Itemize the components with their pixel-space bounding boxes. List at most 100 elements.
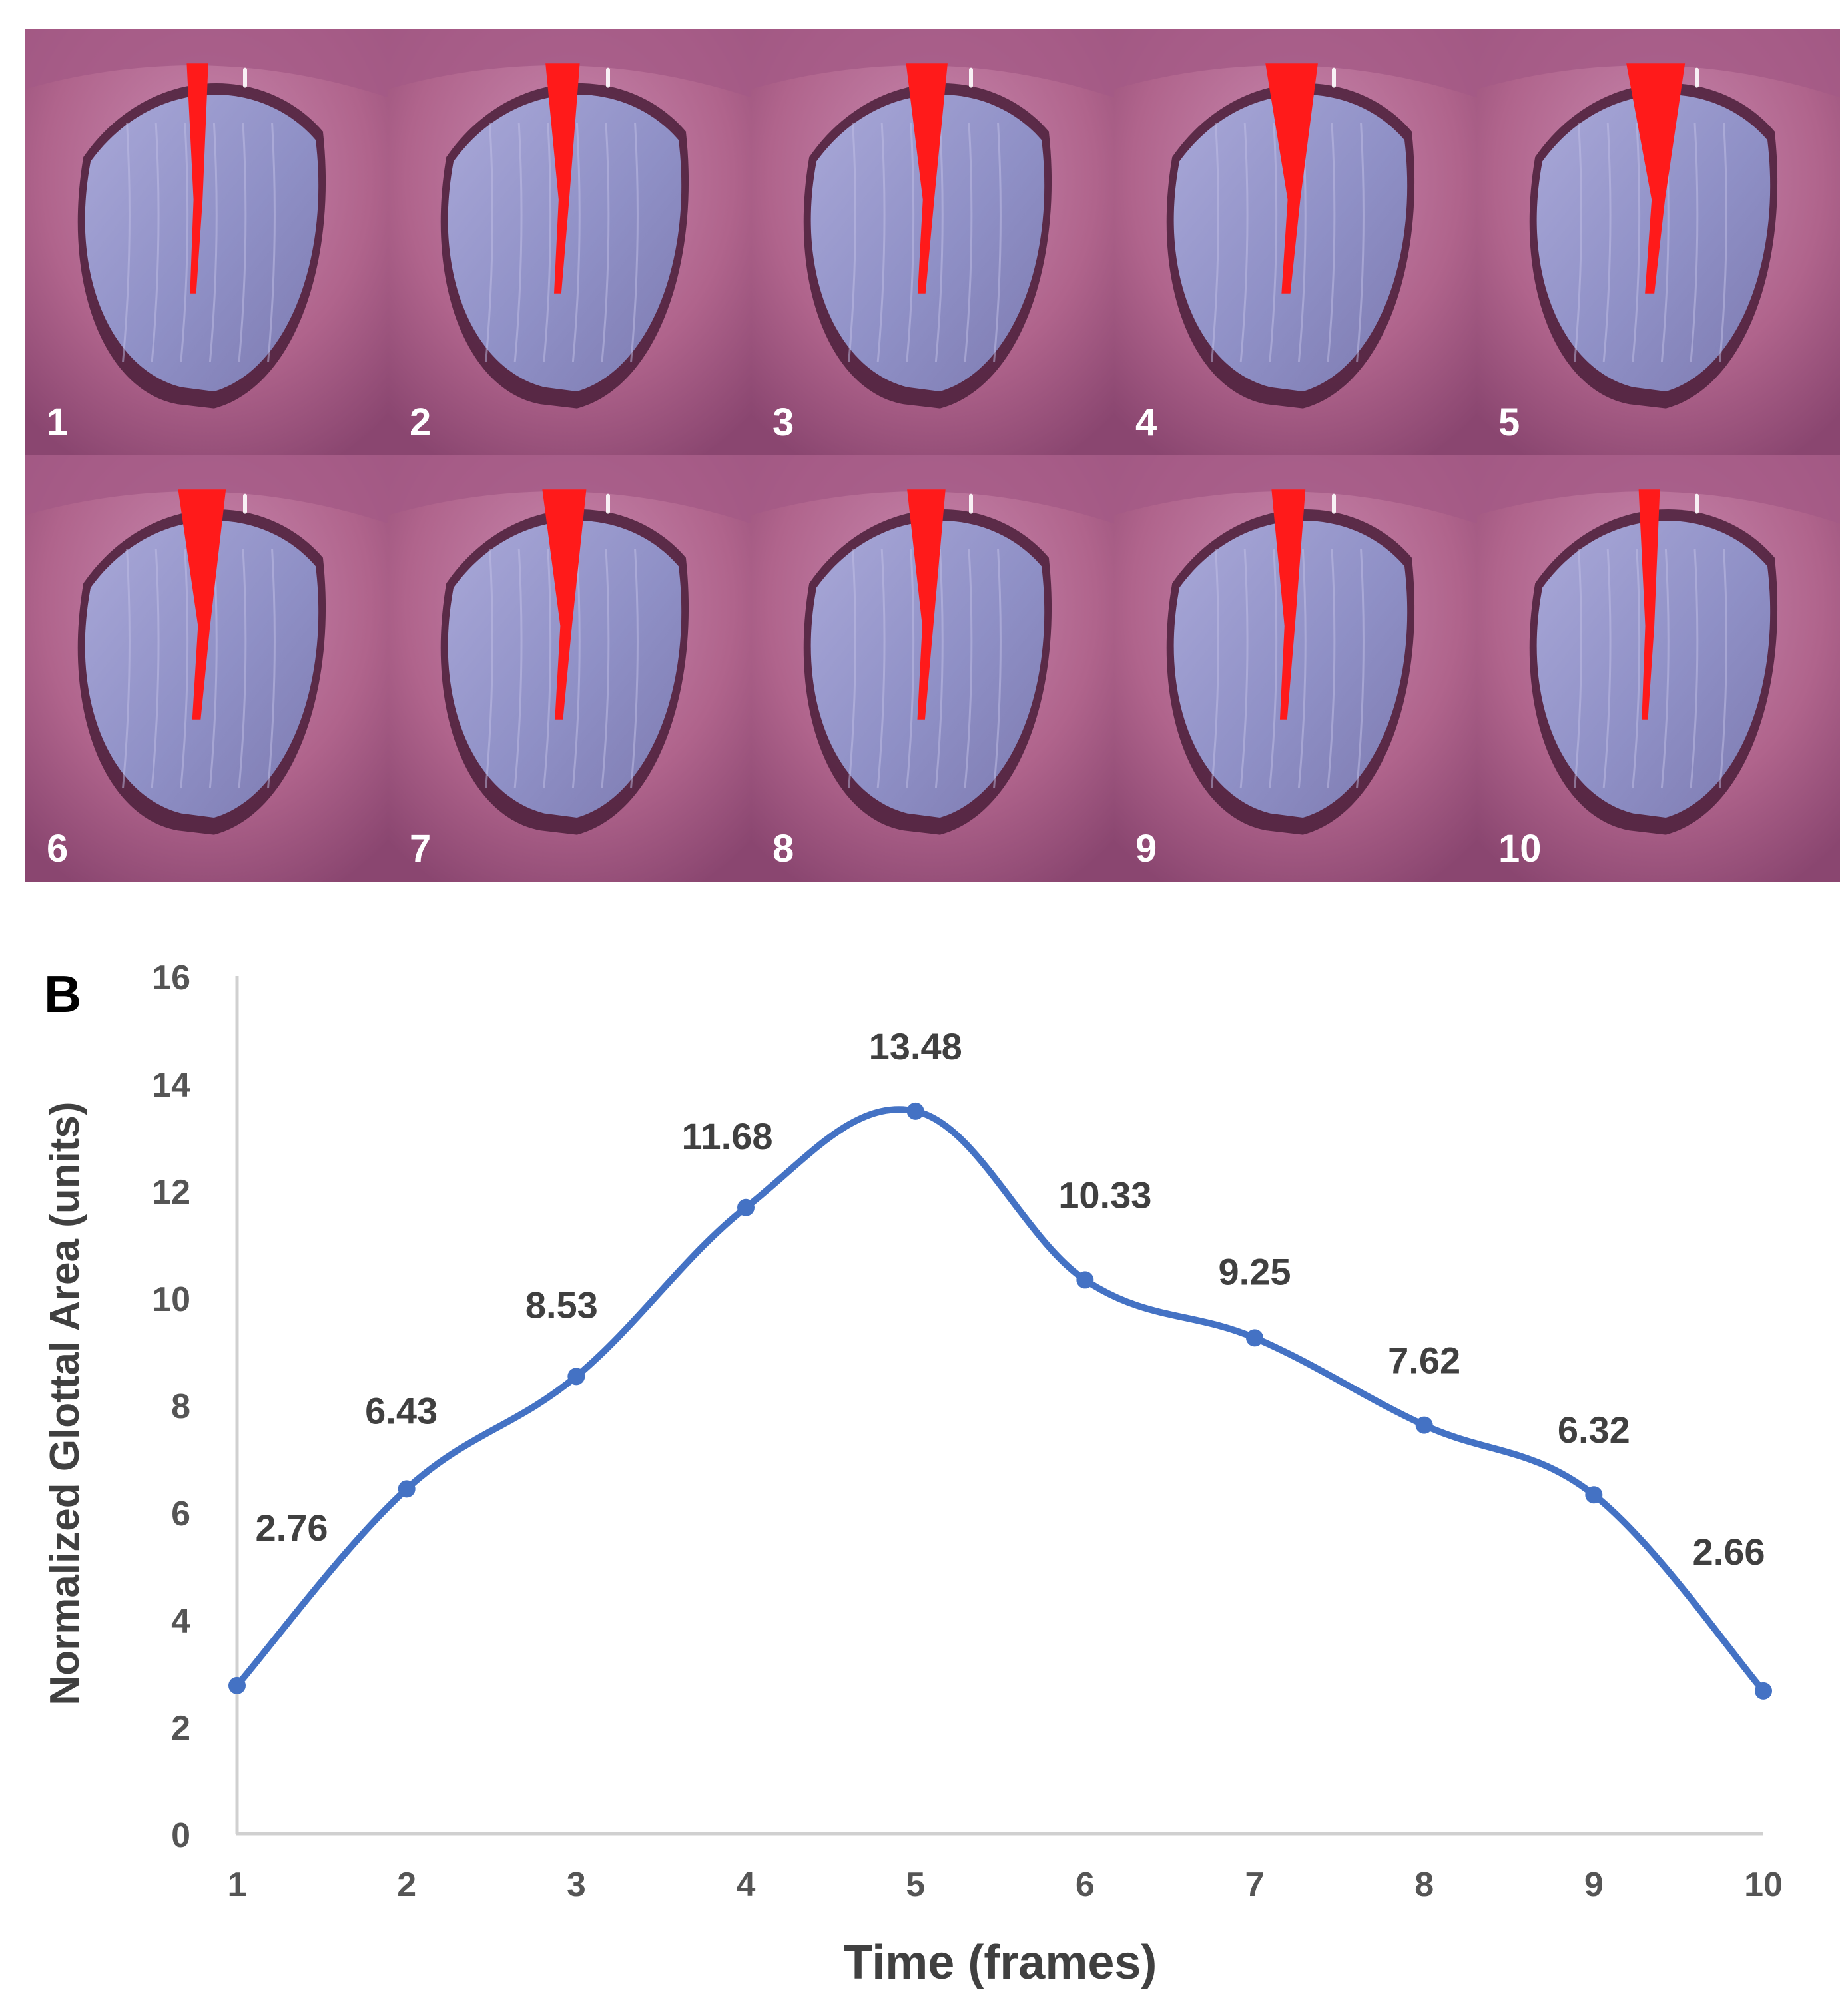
data-label: 11.68: [681, 1115, 772, 1157]
x-tick-label: 3: [567, 1866, 586, 1904]
fold-striation: [1602, 549, 1612, 788]
fold-striation: [906, 549, 915, 788]
fold-striation: [1574, 549, 1582, 788]
fold-striation: [934, 549, 944, 788]
glottis-opening: [1626, 63, 1686, 294]
fold-striation: [1660, 549, 1670, 788]
fold-striation: [485, 123, 493, 362]
y-tick-label: 10: [152, 1280, 190, 1319]
series-line-glottal-area: [234, 1106, 1767, 1694]
fold-striation: [1719, 549, 1727, 788]
glottis-opening: [907, 489, 946, 720]
upper-tissue-fold: [751, 29, 1114, 98]
specular-glint: [969, 67, 973, 88]
fold-striation: [1327, 549, 1336, 788]
fold-striation: [208, 549, 218, 788]
x-tick-labels: 1 2 3 4 5 6 7 8 9 10: [228, 1866, 1783, 1904]
frame-number: 4: [1135, 401, 1157, 444]
glottis-opening: [906, 63, 948, 294]
fold-striation: [1719, 123, 1727, 362]
frame-tiles: 1 2 3 4 5 6 7 8 9 10: [25, 29, 1840, 882]
y-tick-label: 8: [171, 1387, 190, 1426]
x-tick-label: 4: [737, 1866, 756, 1904]
fold-striation: [571, 123, 581, 362]
fold-striation: [601, 549, 610, 788]
upper-tissue-fold: [25, 29, 388, 98]
data-label: 9.25: [1219, 1250, 1291, 1292]
frame-tile: 9: [1114, 455, 1477, 882]
fold-striation: [1632, 549, 1641, 788]
fold-striation: [485, 549, 493, 788]
fold-striation: [543, 549, 552, 788]
specular-glint: [969, 493, 973, 514]
data-label: 7.62: [1388, 1340, 1460, 1382]
x-tick-label: 5: [906, 1866, 925, 1904]
y-tick-label: 14: [152, 1066, 190, 1105]
data-label: 13.48: [869, 1025, 962, 1067]
upper-tissue-fold: [1477, 29, 1840, 98]
frame-number: 10: [1498, 827, 1542, 870]
fold-striation: [122, 123, 131, 362]
fold-striation: [1239, 549, 1249, 788]
upper-tissue-fold: [388, 29, 751, 98]
fold-striation: [964, 123, 973, 362]
frame-number: 7: [410, 827, 431, 870]
fold-striation: [906, 123, 915, 362]
frame-number: 6: [47, 827, 68, 870]
frame-number: 2: [410, 401, 431, 444]
data-point: [737, 1198, 755, 1216]
specular-glint: [1332, 493, 1336, 514]
fold-striation: [934, 123, 944, 362]
data-point: [1415, 1416, 1433, 1434]
x-tick-label: 9: [1584, 1866, 1604, 1904]
glottis-opening: [1638, 489, 1660, 720]
glottis-opening: [186, 63, 208, 294]
x-tick-label: 10: [1744, 1866, 1783, 1904]
fold-striation: [1356, 123, 1365, 362]
fold-striation: [571, 549, 581, 788]
fold-striation: [180, 123, 189, 362]
glottis-opening: [545, 63, 580, 294]
data-label: 8.53: [525, 1284, 598, 1326]
fold-striation: [1690, 549, 1699, 788]
fold-striation: [1239, 123, 1249, 362]
series-markers: [228, 1102, 1772, 1700]
y-tick-labels: 0 2 4 6 8 10 12 14 16: [152, 959, 190, 1855]
fold-striation: [208, 123, 218, 362]
frame-number: 9: [1135, 827, 1157, 870]
specular-glint: [243, 67, 247, 88]
fold-striation: [1269, 123, 1278, 362]
fold-striation: [630, 123, 639, 362]
fold-striation: [1690, 123, 1699, 362]
fold-striation: [876, 123, 886, 362]
fold-striation: [238, 549, 247, 788]
fold-striation: [848, 123, 856, 362]
data-point: [1076, 1271, 1094, 1289]
data-point: [1246, 1329, 1263, 1347]
fold-striation: [1602, 123, 1612, 362]
frame-tile: 2: [388, 29, 751, 455]
glottis-opening: [542, 489, 587, 720]
x-tick-label: 8: [1414, 1866, 1434, 1904]
y-tick-label: 16: [152, 959, 190, 997]
y-axis-title: Normalized Glottal Area (units): [42, 1101, 88, 1705]
fold-striation: [993, 549, 1002, 788]
specular-glint: [243, 493, 247, 514]
fold-striation: [513, 123, 523, 362]
fold-striation: [1574, 123, 1582, 362]
frame-tile: 8: [751, 455, 1114, 882]
x-tick-label: 2: [397, 1866, 416, 1904]
frame-number: 3: [772, 401, 794, 444]
y-tick-label: 6: [171, 1495, 190, 1533]
data-label: 2.76: [256, 1507, 328, 1549]
frame-number: 1: [47, 401, 68, 444]
data-point: [906, 1102, 924, 1120]
fold-striation: [1297, 549, 1307, 788]
data-label: 6.32: [1558, 1409, 1630, 1451]
y-tick-label: 0: [171, 1816, 190, 1855]
x-tick-label: 7: [1245, 1866, 1265, 1904]
fold-striation: [1269, 549, 1278, 788]
